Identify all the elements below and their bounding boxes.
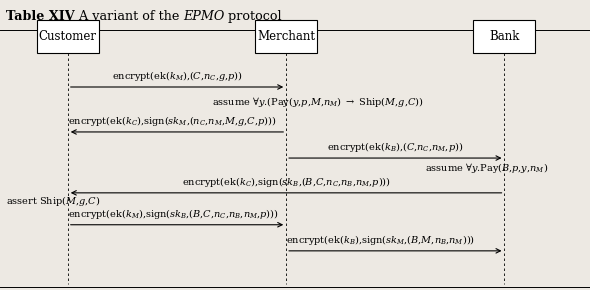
Text: Customer: Customer [39,30,97,43]
Text: encrypt(ek($k_B$),sign($sk_M$,($B$,$M$,$n_B$,$n_M$))): encrypt(ek($k_B$),sign($sk_M$,($B$,$M$,$… [286,233,475,247]
Text: Bank: Bank [489,30,520,43]
Text: assume $\forall y$.(Pay($y$,$p$,$M$,$n_M$) $\rightarrow$ Ship($M$,$g$,$C$)): assume $\forall y$.(Pay($y$,$p$,$M$,$n_M… [212,95,424,109]
Text: encrypt(ek($k_M$),sign($sk_B$,($B$,$C$,$n_C$,$n_B$,$n_M$,$p$))): encrypt(ek($k_M$),sign($sk_B$,($B$,$C$,$… [68,207,278,221]
Text: Table XIV: Table XIV [6,10,74,23]
Text: encrypt(ek($k_B$),($C$,$n_C$,$n_M$,$p$)): encrypt(ek($k_B$),($C$,$n_C$,$n_M$,$p$)) [327,140,463,154]
Text: A variant of the: A variant of the [74,10,183,23]
Text: Merchant: Merchant [257,30,315,43]
Text: protocol: protocol [224,10,282,23]
FancyBboxPatch shape [473,20,535,53]
Text: encrypt(ek($k_M$),($C$,$n_C$,$g$,$p$)): encrypt(ek($k_M$),($C$,$n_C$,$g$,$p$)) [112,69,242,83]
FancyBboxPatch shape [255,20,317,53]
Text: assert Ship($M$,$g$,$C$): assert Ship($M$,$g$,$C$) [6,194,100,208]
FancyBboxPatch shape [37,20,99,53]
Text: encrypt(ek($k_C$),sign($sk_M$,($n_C$,$n_M$,$M$,$g$,$C$,$p$))): encrypt(ek($k_C$),sign($sk_M$,($n_C$,$n_… [68,114,276,128]
Text: encrypt(ek($k_C$),sign($sk_B$,($B$,$C$,$n_C$,$n_B$,$n_M$,$p$))): encrypt(ek($k_C$),sign($sk_B$,($B$,$C$,$… [182,175,391,189]
Text: EPMO: EPMO [183,10,224,23]
Text: assume $\forall y$.Pay($B$,$p$,$y$,$n_M$): assume $\forall y$.Pay($B$,$p$,$y$,$n_M$… [425,162,548,175]
